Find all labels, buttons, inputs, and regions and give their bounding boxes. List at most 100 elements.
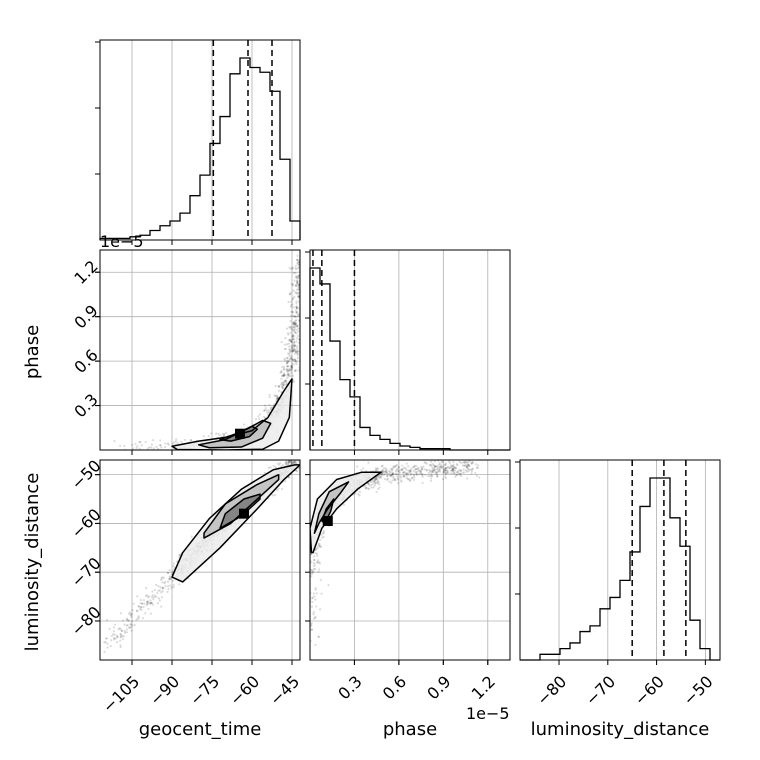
scatter-point [375, 477, 378, 481]
scatter-point [466, 457, 468, 459]
scatter-point [281, 386, 284, 389]
scatter-point [160, 578, 163, 581]
scatter-point [284, 462, 287, 465]
scatter-point [454, 466, 457, 469]
scatter-point [263, 415, 266, 418]
panel-frame [99, 249, 301, 451]
scatter-panel [100, 455, 300, 660]
scatter-point [215, 455, 217, 457]
scatter-point [390, 481, 393, 484]
scatter-point [280, 377, 283, 380]
scatter-point [280, 455, 282, 457]
scatter-point [306, 591, 308, 593]
scatter-point [312, 555, 316, 558]
scatter-point [362, 467, 365, 470]
scatter-point [286, 360, 290, 363]
scatter-point [178, 583, 181, 586]
scatter-point [300, 252, 302, 254]
scatter-point [292, 271, 295, 275]
scatter-point [146, 602, 149, 605]
scatter-point [429, 479, 433, 482]
scatter-point [280, 381, 284, 384]
scatter-point [310, 605, 314, 608]
scatter-point [172, 564, 175, 568]
scatter-point [420, 468, 423, 471]
scatter-point [459, 472, 462, 475]
scatter-point [294, 344, 297, 347]
scatter-point [471, 461, 474, 464]
contour-line [313, 481, 350, 534]
scatter-point [413, 476, 416, 479]
scatter-point [290, 461, 293, 465]
scatter-point [444, 466, 447, 470]
scatter-point [142, 605, 145, 609]
scatter-point [168, 450, 170, 452]
scatter-point [290, 366, 294, 369]
scatter-point [478, 476, 481, 479]
scatter-point [415, 464, 418, 468]
scatter-point [104, 637, 108, 640]
scatter-point [392, 477, 395, 480]
scatter-point [421, 475, 424, 478]
scatter-point [278, 463, 281, 466]
scatter-point [317, 542, 320, 545]
scatter-point [122, 635, 125, 638]
scatter-point [458, 473, 461, 476]
scatter-point [384, 467, 387, 470]
scatter-point [149, 601, 152, 604]
scatter-point [291, 349, 295, 353]
scatter-point [294, 369, 297, 372]
scatter-point [294, 322, 297, 325]
scatter-point [281, 463, 284, 466]
panel-frame [99, 459, 301, 661]
scatter-point [297, 294, 300, 297]
scatter-point [457, 472, 460, 475]
scatter-point [181, 453, 183, 455]
scatter-point [427, 474, 430, 478]
scatter-point [316, 559, 320, 562]
scatter-point [386, 477, 389, 481]
scatter-point [444, 463, 447, 467]
scatter-point [177, 451, 179, 453]
scatter-point [384, 470, 388, 474]
scatter-point [150, 595, 154, 599]
scatter-point [314, 548, 317, 551]
scatter-point [415, 473, 418, 477]
scatter-point [288, 339, 291, 342]
scatter-point [106, 642, 109, 645]
scatter-point [313, 558, 316, 562]
scatter-point [295, 307, 298, 310]
scatter-point [275, 397, 279, 400]
scatter-point [317, 544, 320, 547]
scatter-point [456, 471, 459, 474]
scatter-point [297, 295, 300, 299]
scatter-point [291, 314, 295, 317]
scatter-point [291, 334, 295, 337]
scatter-point [368, 484, 371, 487]
scatter-point [287, 300, 290, 304]
x-tick-label: −90 [146, 672, 183, 709]
scatter-point [426, 468, 429, 472]
scatter-point [151, 594, 154, 597]
scatter-point [443, 468, 446, 471]
scatter-point [289, 314, 293, 317]
scatter-point [458, 468, 461, 471]
scatter-point [292, 348, 295, 351]
scatter-point [285, 343, 289, 346]
scatter-point [287, 342, 290, 345]
luminosity-distance-ylabel: luminosity_distance [22, 473, 43, 652]
scatter-point [297, 283, 300, 286]
scatter-point [373, 480, 376, 483]
scatter-point [166, 442, 170, 445]
scatter-point [123, 629, 126, 633]
scatter-point [179, 454, 181, 456]
scatter-point [470, 462, 473, 465]
scatter-point [390, 468, 394, 471]
scatter-point [444, 468, 447, 471]
scatter-point [290, 364, 293, 367]
scatter-point [302, 344, 304, 346]
scatter-point [291, 358, 295, 362]
scatter-point [470, 470, 474, 473]
scatter-point [292, 349, 296, 352]
scatter-point [446, 470, 449, 473]
